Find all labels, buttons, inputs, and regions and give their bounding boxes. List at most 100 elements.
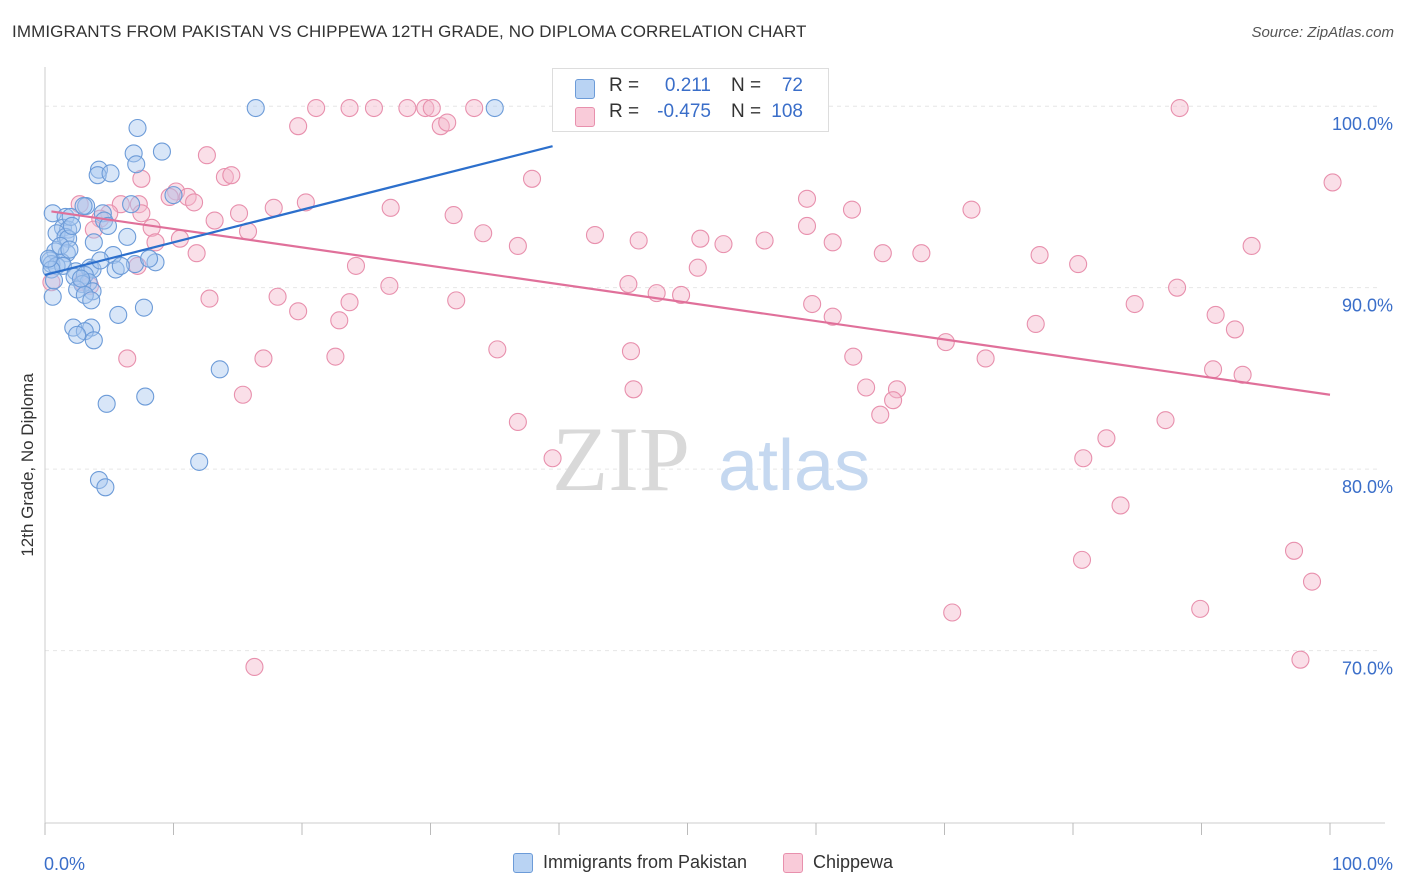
pakistan-point: [190, 452, 209, 471]
y-tick-label: 90.0%: [1342, 296, 1393, 316]
stats-row-chippewa: R = -0.475 N = 108: [553, 101, 828, 129]
chippewa-point: [823, 307, 842, 326]
chippewa-point: [1323, 173, 1342, 192]
pakistan-point: [128, 118, 147, 138]
pakistan-trend-line: [44, 145, 553, 277]
pakistan-point: [210, 360, 229, 379]
legend-label-chippewa: Chippewa: [813, 852, 894, 872]
chippewa-point: [447, 291, 466, 310]
chippewa-point: [936, 333, 955, 352]
chippewa-trend-line: [51, 210, 1331, 396]
chippewa-point: [691, 229, 710, 248]
legend-swatch-pakistan: [512, 852, 533, 873]
chippewa-point: [289, 117, 308, 136]
chippewa-point: [871, 405, 890, 424]
chippewa-point: [465, 98, 484, 118]
chippewa-point: [943, 603, 962, 622]
chippewa-point: [619, 275, 638, 294]
chippewa-point: [522, 169, 542, 188]
chippewa-point: [508, 412, 527, 432]
r-value: 0.211: [664, 75, 711, 96]
pakistan-point: [106, 260, 125, 279]
axes: [44, 67, 1385, 835]
chippewa-point: [857, 378, 876, 397]
chippewa-point: [1156, 411, 1175, 430]
legend-item-chippewa[interactable]: Chippewa: [783, 852, 893, 873]
x-tick-labels: 0.0% 100.0%: [44, 854, 1393, 874]
chippewa-point: [444, 206, 463, 225]
chippewa-point: [340, 293, 359, 312]
n-value: 108: [771, 101, 803, 122]
chippewa-point: [1026, 314, 1045, 334]
chippewa-point: [474, 224, 493, 243]
chippewa-point: [132, 204, 151, 223]
chippewa-point: [714, 235, 733, 254]
pakistan-point: [109, 305, 128, 324]
pakistan-point: [122, 195, 141, 214]
chippewa-point: [222, 166, 241, 185]
watermark: ZIP atlas: [552, 408, 870, 510]
chippewa-point: [912, 244, 931, 263]
chippewa-point: [245, 657, 264, 676]
chippewa-point: [233, 385, 252, 404]
chippewa-point: [1168, 278, 1187, 297]
n-value: 72: [781, 75, 803, 96]
chippewa-point: [264, 198, 283, 217]
chippewa-point: [1074, 449, 1093, 468]
pakistan-point: [43, 287, 62, 306]
chippewa-point: [364, 98, 384, 118]
pakistan-point: [164, 186, 183, 205]
chippewa-point: [842, 200, 862, 219]
r-label: R =: [609, 101, 640, 122]
pakistan-point: [485, 98, 504, 118]
bottom-legend: Immigrants from Pakistan Chippewa: [0, 852, 1406, 873]
pakistan-point: [39, 249, 58, 268]
chippewa-point: [307, 98, 326, 118]
chippewa-point: [380, 276, 399, 295]
x-tick-label: 100.0%: [1332, 854, 1393, 874]
pakistan-point: [68, 325, 87, 344]
chippewa-point: [254, 349, 273, 368]
chippewa-point: [884, 391, 903, 410]
chippewa-point: [629, 231, 648, 250]
pakistan-point: [101, 164, 120, 183]
chippewa-point: [543, 449, 562, 468]
pakistan-point: [152, 142, 171, 161]
pakistan-point: [62, 216, 82, 236]
legend-item-pakistan[interactable]: Immigrants from Pakistan: [512, 852, 747, 873]
chippewa-point: [797, 189, 817, 208]
chippewa-point: [508, 236, 527, 255]
chippewa-point: [1225, 320, 1244, 339]
pakistan-point: [60, 240, 79, 259]
chippewa-point: [962, 200, 981, 219]
pakistan-point: [89, 470, 109, 490]
n-label: N =: [731, 75, 762, 96]
pakistan-point: [127, 155, 146, 174]
chart-title: IMMIGRANTS FROM PAKISTAN VS CHIPPEWA 12T…: [12, 22, 807, 41]
chippewa-point: [1125, 294, 1144, 314]
watermark-zip: ZIP: [552, 408, 690, 510]
chippewa-point: [621, 342, 641, 361]
chippewa-point: [688, 258, 707, 277]
chippewa-point: [289, 302, 308, 321]
pakistan-point: [98, 216, 118, 236]
pakistan-point: [51, 236, 70, 255]
swatch-chippewa: [575, 107, 595, 127]
chippewa-point: [1097, 429, 1116, 448]
chippewa-point: [268, 287, 287, 306]
pakistan-point: [111, 256, 130, 275]
pakistan-point: [96, 478, 115, 497]
chippewa-point: [1170, 98, 1189, 118]
legend-swatch-chippewa: [783, 852, 803, 873]
chippewa-point: [1030, 245, 1049, 265]
chippewa-point: [873, 244, 892, 263]
pakistan-point: [84, 331, 103, 350]
n-label: N =: [731, 101, 762, 122]
chippewa-point: [330, 311, 349, 330]
chippewa-point: [1191, 599, 1210, 618]
grid-lines: [45, 105, 1380, 652]
chippewa-point: [1204, 360, 1223, 379]
pakistan-point: [118, 227, 137, 246]
chippewa-point: [797, 216, 817, 236]
chippewa-point: [422, 98, 441, 118]
